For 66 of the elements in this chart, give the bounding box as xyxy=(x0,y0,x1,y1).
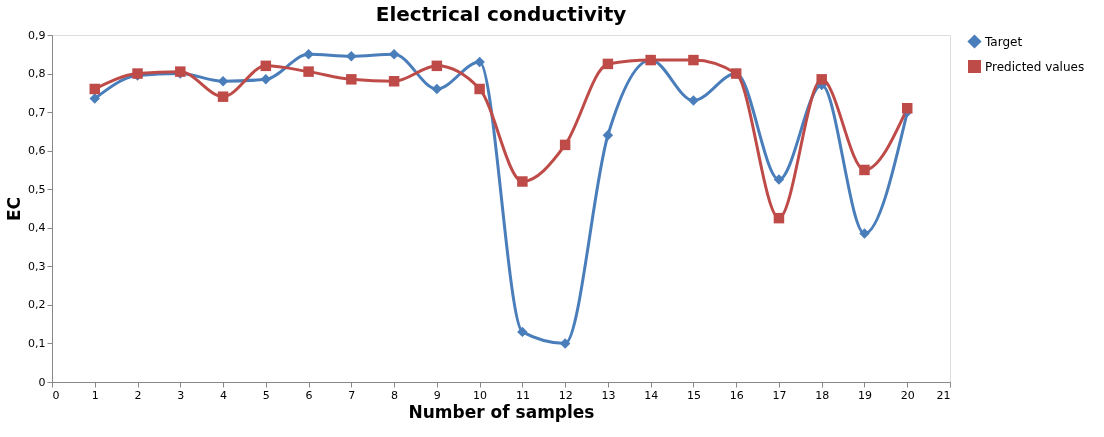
x-tick-label: 16 xyxy=(729,388,744,402)
legend-label: Predicted values xyxy=(985,59,1085,74)
x-tick-label: 4 xyxy=(220,388,228,402)
point xyxy=(773,212,785,224)
y-tick-label: 0,2 xyxy=(28,298,46,312)
x-tick-label: 3 xyxy=(177,388,185,402)
y-tick-label: 0,3 xyxy=(28,259,46,273)
x-tick-label: 19 xyxy=(857,388,872,402)
point xyxy=(517,326,528,338)
x-tick-label: 10 xyxy=(473,388,488,402)
y-tick-label: 0,1 xyxy=(28,336,46,350)
x-tick-label: 5 xyxy=(262,388,270,402)
y-tick-label: 0,8 xyxy=(28,67,46,81)
point xyxy=(217,91,229,102)
point xyxy=(474,83,485,95)
x-tick-label: 21 xyxy=(936,388,951,402)
point xyxy=(602,58,614,70)
point xyxy=(602,130,614,141)
x-tick-label: 18 xyxy=(815,388,830,402)
point xyxy=(346,50,357,62)
x-tick-label: 20 xyxy=(900,388,915,402)
point xyxy=(474,56,485,68)
x-tick-label: 7 xyxy=(348,388,356,402)
x-tick-label: 0 xyxy=(52,388,60,402)
y-axis-title: EC xyxy=(4,196,25,222)
y-tick-label: 0,7 xyxy=(28,105,46,119)
y-tick-label: 0,4 xyxy=(28,221,46,235)
point xyxy=(260,74,272,85)
x-axis-title: Number of samples xyxy=(408,401,595,422)
x-tick-label: 13 xyxy=(601,388,616,402)
x-tick-label: 2 xyxy=(134,388,142,402)
point xyxy=(431,60,443,72)
point xyxy=(559,338,571,349)
point xyxy=(89,83,101,95)
point xyxy=(303,49,314,60)
point xyxy=(688,54,699,66)
point xyxy=(859,228,870,239)
y-tick-label: 0,9 xyxy=(28,28,46,42)
x-tick-label: 11 xyxy=(515,388,530,402)
point xyxy=(303,66,314,77)
y-tick-label: 0,6 xyxy=(28,144,46,158)
point xyxy=(89,93,101,104)
legend-label: Target xyxy=(984,34,1023,49)
x-tick-label: 9 xyxy=(433,388,441,402)
x-tick-label: 8 xyxy=(391,388,399,402)
point xyxy=(517,176,528,187)
x-tick-label: 14 xyxy=(644,388,659,402)
point xyxy=(388,76,400,87)
point xyxy=(901,103,913,114)
x-tick-label: 1 xyxy=(91,388,99,402)
point xyxy=(688,95,699,106)
x-tick-label: 12 xyxy=(558,388,573,402)
point xyxy=(773,174,785,185)
x-tick-label: 15 xyxy=(686,388,701,402)
point xyxy=(859,164,870,176)
chart-title: Electrical conductivity xyxy=(375,2,627,26)
x-tick-label: 6 xyxy=(305,388,313,402)
point xyxy=(559,139,571,151)
point xyxy=(260,60,272,72)
point xyxy=(217,76,229,87)
y-tick-label: 0,5 xyxy=(28,182,46,196)
point xyxy=(816,74,827,85)
x-tick-label: 17 xyxy=(772,388,787,402)
point xyxy=(431,83,443,95)
y-tick-label: 0 xyxy=(38,375,46,389)
point xyxy=(346,74,357,85)
